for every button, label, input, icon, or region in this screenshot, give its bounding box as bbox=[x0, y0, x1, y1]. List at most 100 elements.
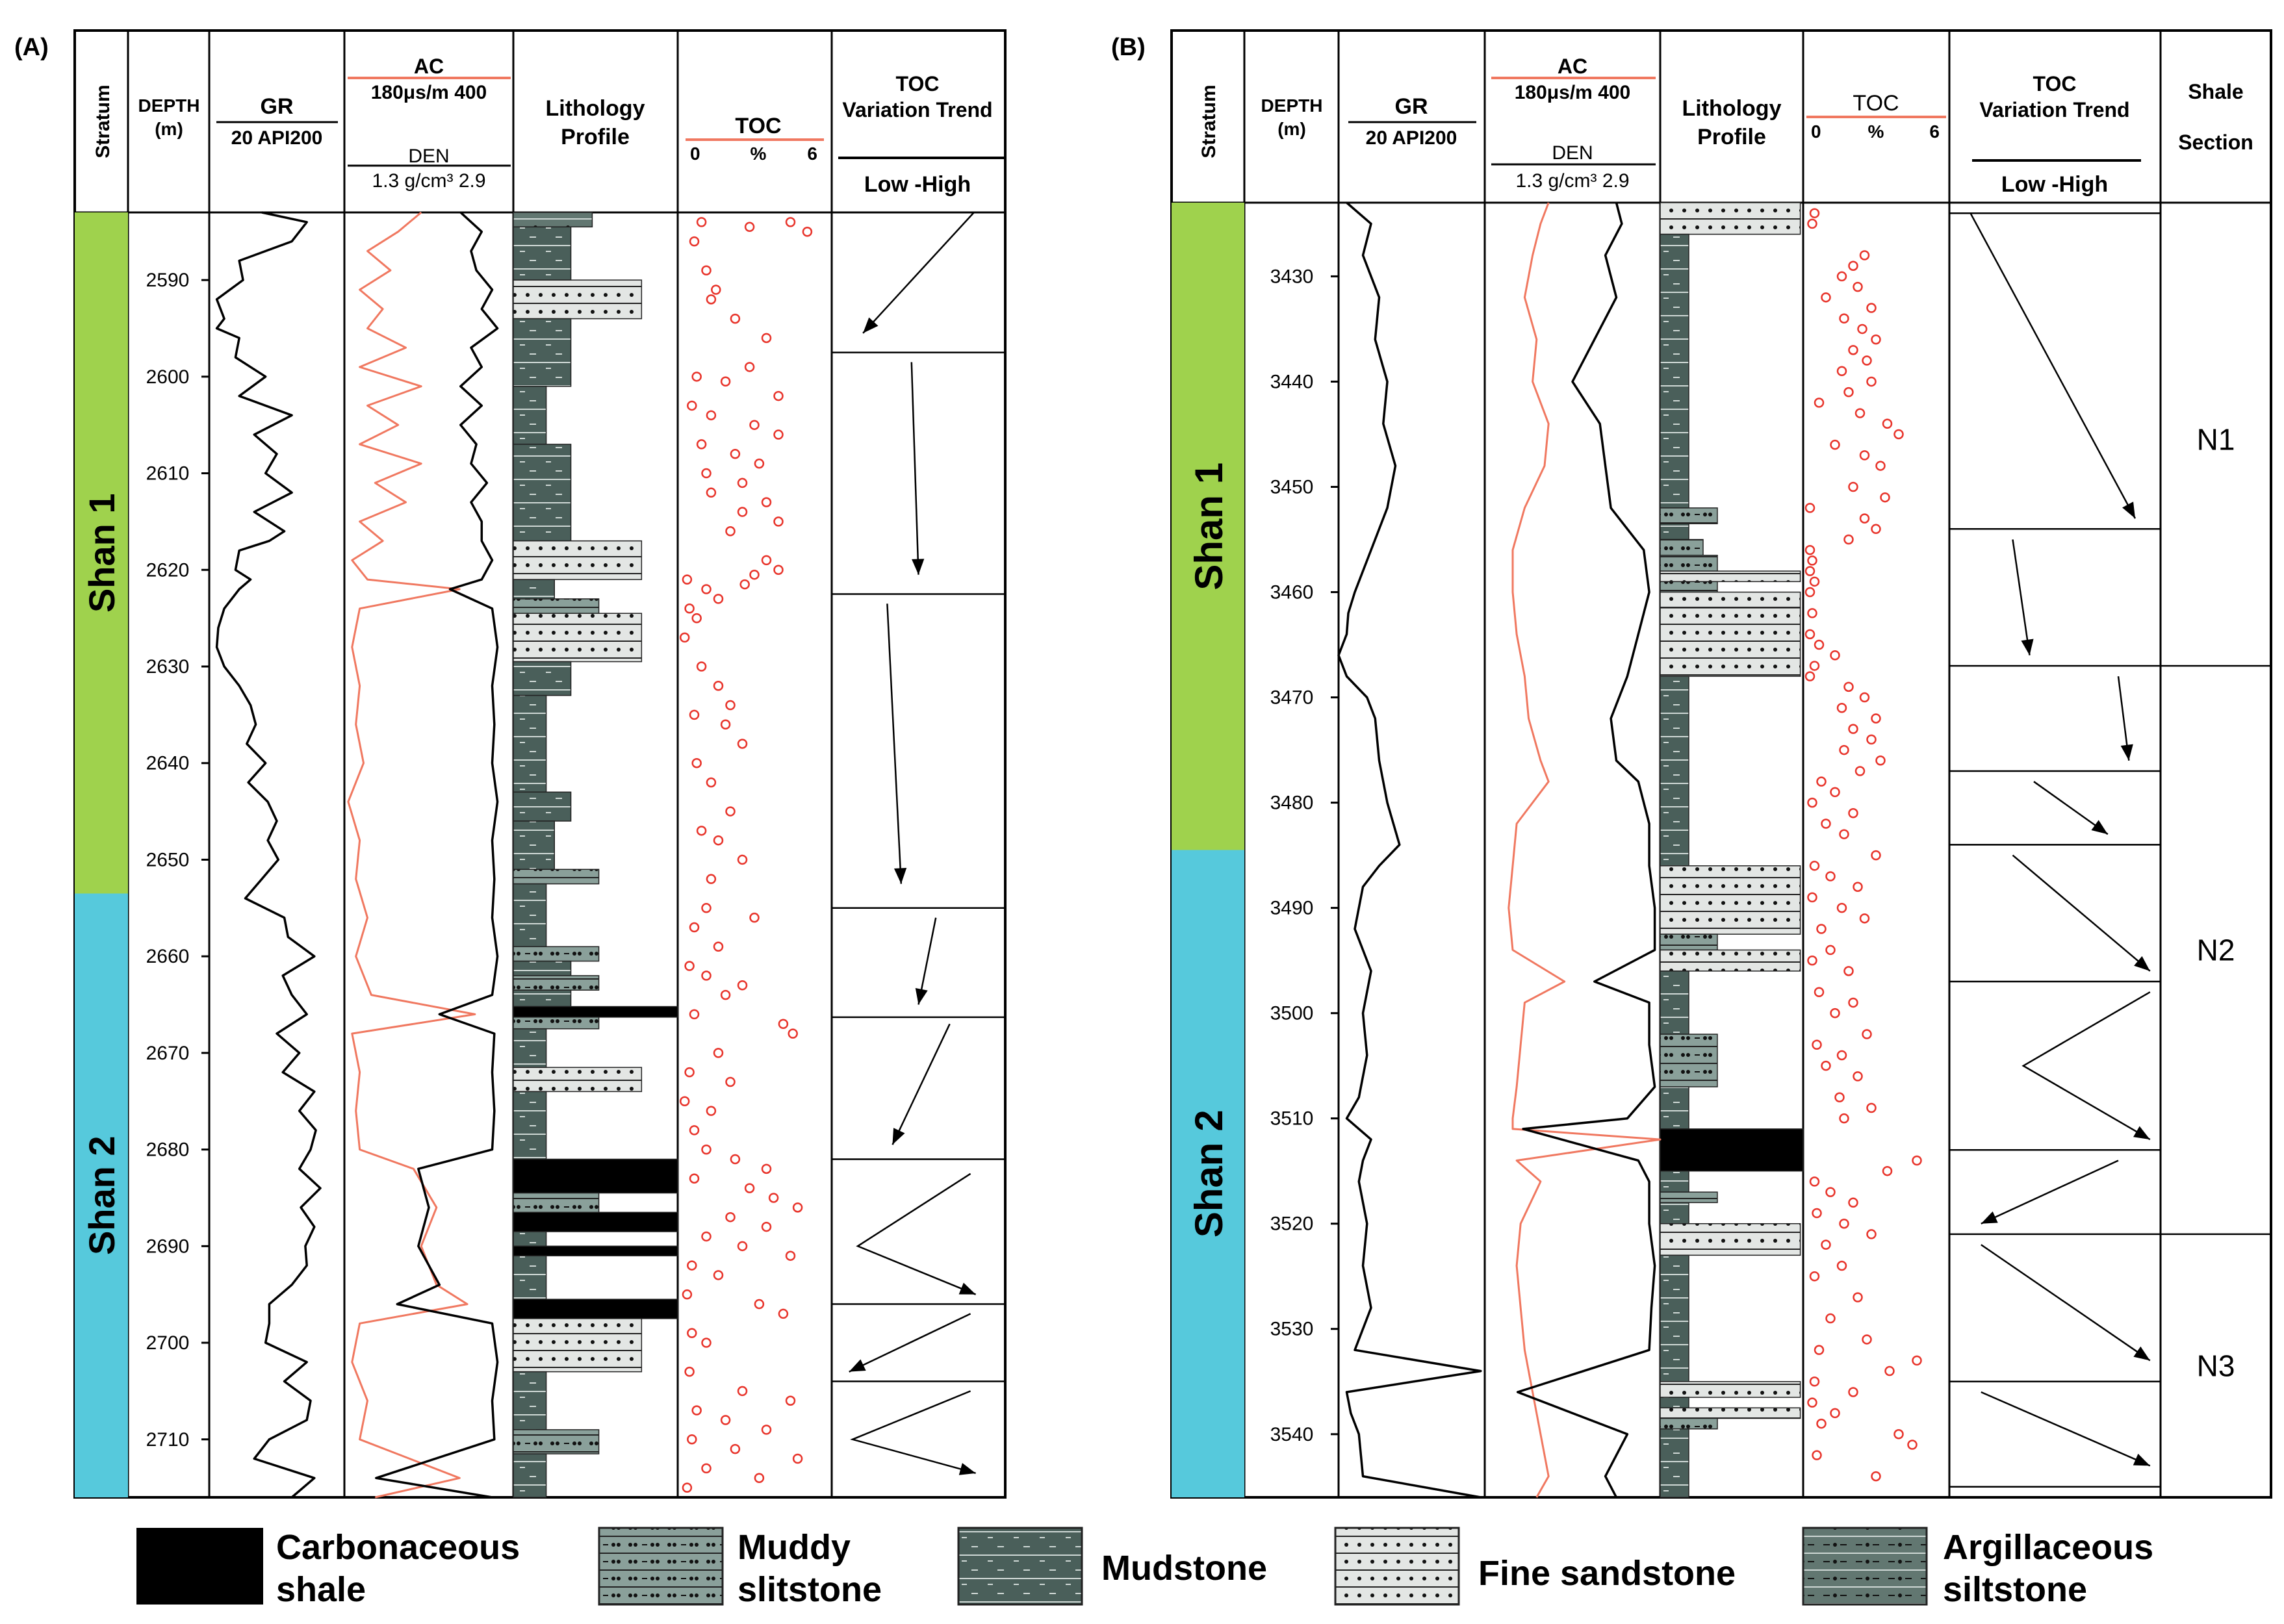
trend-scale: Low -High bbox=[2001, 172, 2108, 197]
toc-point bbox=[1866, 303, 1877, 313]
lithology-bed-mud bbox=[1660, 1428, 1689, 1498]
lithology-bed-mud bbox=[513, 1231, 547, 1247]
toc-point bbox=[679, 632, 690, 643]
lithology-bed-mud bbox=[1660, 1202, 1689, 1224]
toc-point bbox=[1830, 439, 1840, 450]
toc-point bbox=[1830, 1008, 1840, 1019]
toc-point bbox=[773, 429, 784, 440]
depth-tick: 2630 bbox=[146, 656, 209, 678]
lithology-bed-mud bbox=[1660, 1086, 1689, 1130]
toc-point bbox=[1816, 1418, 1827, 1429]
toc-point bbox=[1848, 260, 1858, 271]
lithology-bed-muddysilt bbox=[1660, 1034, 1718, 1087]
toc-point bbox=[1859, 513, 1870, 524]
lithology-bed-mud bbox=[513, 318, 572, 387]
toc-point bbox=[1871, 850, 1881, 861]
toc-point bbox=[691, 757, 702, 768]
toc-point bbox=[773, 390, 784, 401]
toc-point bbox=[1816, 924, 1827, 934]
toc-point bbox=[1848, 724, 1858, 734]
lithology-bed-carb bbox=[513, 1245, 678, 1256]
toc-point bbox=[785, 1250, 796, 1261]
toc-point bbox=[730, 313, 741, 324]
legend-mudstone-label: Mudstone bbox=[1101, 1549, 1267, 1588]
toc-point bbox=[773, 516, 784, 527]
depth-tick: 2680 bbox=[146, 1139, 209, 1161]
toc-header: TOC bbox=[1853, 91, 1899, 116]
trend-scale: Low -High bbox=[864, 172, 971, 197]
toc-point bbox=[1809, 1377, 1820, 1387]
panel-b: (B) Stratum DEPTH (m) GR 20 API200 AC 18… bbox=[1111, 29, 2272, 1499]
lithology-bed-mud bbox=[513, 989, 572, 1008]
panel-b-depth-ticks: 3430 3440 3450 3460 3470 3480 3490 3500 3510 3520… bbox=[1270, 266, 1339, 1445]
toc-point bbox=[749, 420, 760, 430]
toc-point bbox=[744, 362, 755, 372]
panel-a-label: (A) bbox=[14, 34, 49, 61]
gr-curve bbox=[215, 211, 322, 1499]
section-label-n1: N1 bbox=[2197, 423, 2235, 457]
trend-arrow bbox=[2021, 991, 2151, 1141]
toc-point bbox=[761, 555, 772, 566]
depth-tick: 3540 bbox=[1270, 1424, 1339, 1445]
panel-a-toc-points bbox=[679, 217, 813, 1493]
toc-point bbox=[1875, 755, 1886, 766]
gr-scale: 20 API200 bbox=[231, 127, 323, 149]
toc-point bbox=[778, 1019, 789, 1030]
toc-point bbox=[1821, 292, 1831, 303]
depth-tick: 2700 bbox=[146, 1332, 209, 1354]
toc-point bbox=[737, 1241, 748, 1252]
depth-tick: 3440 bbox=[1270, 371, 1339, 392]
toc-point bbox=[737, 854, 748, 865]
toc-point bbox=[1836, 271, 1847, 282]
lithology-bed-sand bbox=[1660, 865, 1801, 935]
den-header: DEN bbox=[408, 146, 449, 167]
depth-tick-label: 2690 bbox=[146, 1236, 190, 1257]
toc-point bbox=[713, 835, 724, 846]
toc-point bbox=[785, 217, 796, 227]
lithology-bed-muddysilt bbox=[1660, 933, 1718, 951]
depth-tick: 3500 bbox=[1270, 1003, 1339, 1024]
legend-muddy-siltstone-label-2: slitstone bbox=[738, 1570, 882, 1609]
lithology-bed-sand bbox=[1660, 591, 1801, 609]
trend-header-line1: TOC bbox=[2033, 72, 2077, 95]
depth-tick-label: 3470 bbox=[1270, 687, 1314, 709]
toc-point bbox=[1804, 629, 1816, 640]
toc-point bbox=[687, 1328, 697, 1338]
lithology-bed-sand bbox=[513, 1318, 643, 1373]
toc-header: TOC bbox=[735, 114, 781, 138]
trend-arrow bbox=[910, 362, 925, 575]
lithology-bed-mud bbox=[513, 385, 547, 445]
toc-point bbox=[1866, 1229, 1877, 1239]
toc-point bbox=[1853, 1292, 1863, 1302]
lithology-bed-mud bbox=[513, 791, 572, 822]
toc-point bbox=[1884, 1365, 1895, 1377]
panel-a-depth-ticks: 2590 2600 2610 2620 2630 2640 2650 2660 2670 2680… bbox=[146, 270, 209, 1451]
toc-point bbox=[1907, 1440, 1918, 1450]
toc-point bbox=[682, 1482, 693, 1493]
toc-point bbox=[730, 1443, 741, 1454]
toc-point bbox=[1859, 250, 1870, 260]
legend-argillaceous-siltstone-label-2: siltstone bbox=[1943, 1570, 2087, 1609]
toc-point bbox=[1807, 1397, 1817, 1408]
depth-tick-label: 2590 bbox=[146, 270, 190, 291]
depth-tick-label: 2710 bbox=[146, 1429, 190, 1451]
toc-point bbox=[1804, 587, 1816, 598]
depth-tick: 2690 bbox=[146, 1236, 209, 1257]
lithology-bed-muddysilt bbox=[513, 1017, 600, 1030]
toc-point bbox=[802, 226, 813, 237]
toc-point bbox=[1821, 818, 1831, 829]
depth-tick-label: 2700 bbox=[146, 1332, 190, 1354]
toc-point bbox=[1809, 661, 1820, 671]
panel-b-trend-column bbox=[1949, 212, 2161, 1488]
toc-point bbox=[684, 1366, 695, 1377]
depth-tick-label: 2600 bbox=[146, 366, 190, 388]
depth-tick-label: 3430 bbox=[1270, 266, 1314, 287]
toc-point bbox=[1862, 1334, 1872, 1345]
den-curve bbox=[1516, 202, 1656, 1498]
stratum-shan1-label: Shan 1 bbox=[1187, 463, 1231, 590]
depth-header: DEPTH bbox=[1261, 95, 1323, 116]
toc-point bbox=[730, 1154, 741, 1165]
toc-point bbox=[739, 579, 750, 590]
panel-a-log-curves bbox=[215, 211, 499, 1499]
toc-point bbox=[1814, 639, 1825, 650]
